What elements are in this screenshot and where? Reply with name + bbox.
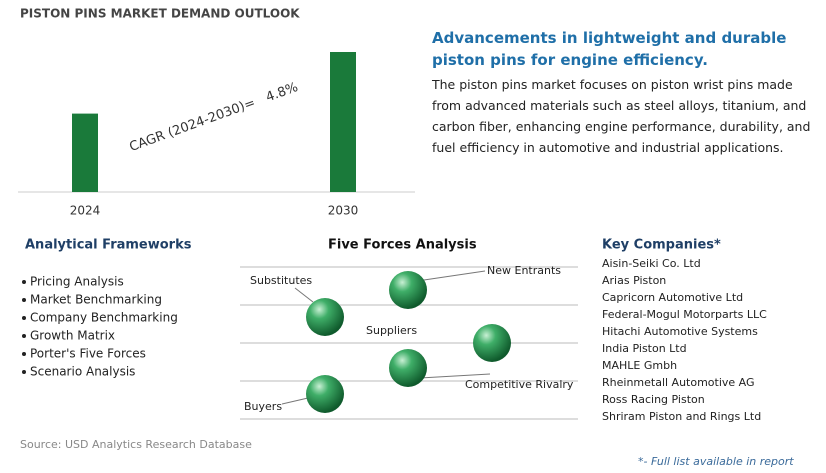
force-label: Suppliers (366, 324, 417, 337)
summary-heading: Advancements in lightweight and durable … (432, 29, 787, 69)
five-forces-title: Five Forces Analysis (328, 238, 477, 253)
force-sphere (473, 324, 511, 362)
framework-item: Scenario Analysis (30, 365, 135, 379)
force-sphere (389, 349, 427, 387)
companies-title: Key Companies* (602, 238, 721, 253)
connector (419, 373, 491, 379)
bullet (22, 334, 26, 338)
cagr-annotation: CAGR (2024-2030)= 4.8% (127, 80, 300, 155)
force-sphere (306, 298, 344, 336)
company-item: MAHLE Gmbh (602, 359, 677, 372)
company-item: Ross Racing Piston (602, 393, 705, 406)
force-label: Buyers (244, 400, 282, 413)
source: Source: USD Analytics Research Database (20, 438, 252, 451)
bullet (22, 280, 26, 284)
bar (330, 52, 356, 192)
force-label: Competitive Rivalry (465, 378, 574, 391)
company-item: Federal-Mogul Motorparts LLC (602, 308, 767, 321)
company-item: Aisin-Seiki Co. Ltd (602, 257, 701, 270)
company-item: Arias Piston (602, 274, 666, 287)
framework-item: Porter's Five Forces (30, 347, 146, 361)
bullet (22, 352, 26, 356)
force-label: Substitutes (250, 274, 312, 287)
company-item: Rheinmetall Automotive AG (602, 376, 755, 389)
company-item: Hitachi Automotive Systems (602, 325, 758, 338)
connector (281, 397, 309, 405)
connector (294, 287, 314, 303)
company-item: Shriram Piston and Rings Ltd (602, 410, 761, 423)
company-item: India Piston Ltd (602, 342, 687, 355)
framework-item: Market Benchmarking (30, 293, 162, 307)
bullet (22, 316, 26, 320)
connector (423, 270, 486, 281)
framework-item: Growth Matrix (30, 329, 115, 343)
bullet (22, 298, 26, 302)
framework-item: Pricing Analysis (30, 275, 124, 289)
force-label: New Entrants (487, 264, 561, 277)
five-forces-diagram (240, 266, 578, 420)
chart-title: PISTON PINS MARKET DEMAND OUTLOOK (20, 7, 300, 21)
company-item: Capricorn Automotive Ltd (602, 291, 743, 304)
footnote: *- Full list available in report (638, 455, 794, 468)
force-sphere (389, 271, 427, 309)
force-sphere (306, 375, 344, 413)
frameworks-title: Analytical Frameworks (25, 238, 192, 253)
summary-text: The piston pins market focuses on piston… (432, 77, 811, 155)
x-tick-label: 2030 (328, 204, 359, 218)
bullet (22, 370, 26, 374)
x-tick-label: 2024 (70, 204, 101, 218)
framework-item: Company Benchmarking (30, 311, 178, 325)
bar (72, 113, 98, 192)
